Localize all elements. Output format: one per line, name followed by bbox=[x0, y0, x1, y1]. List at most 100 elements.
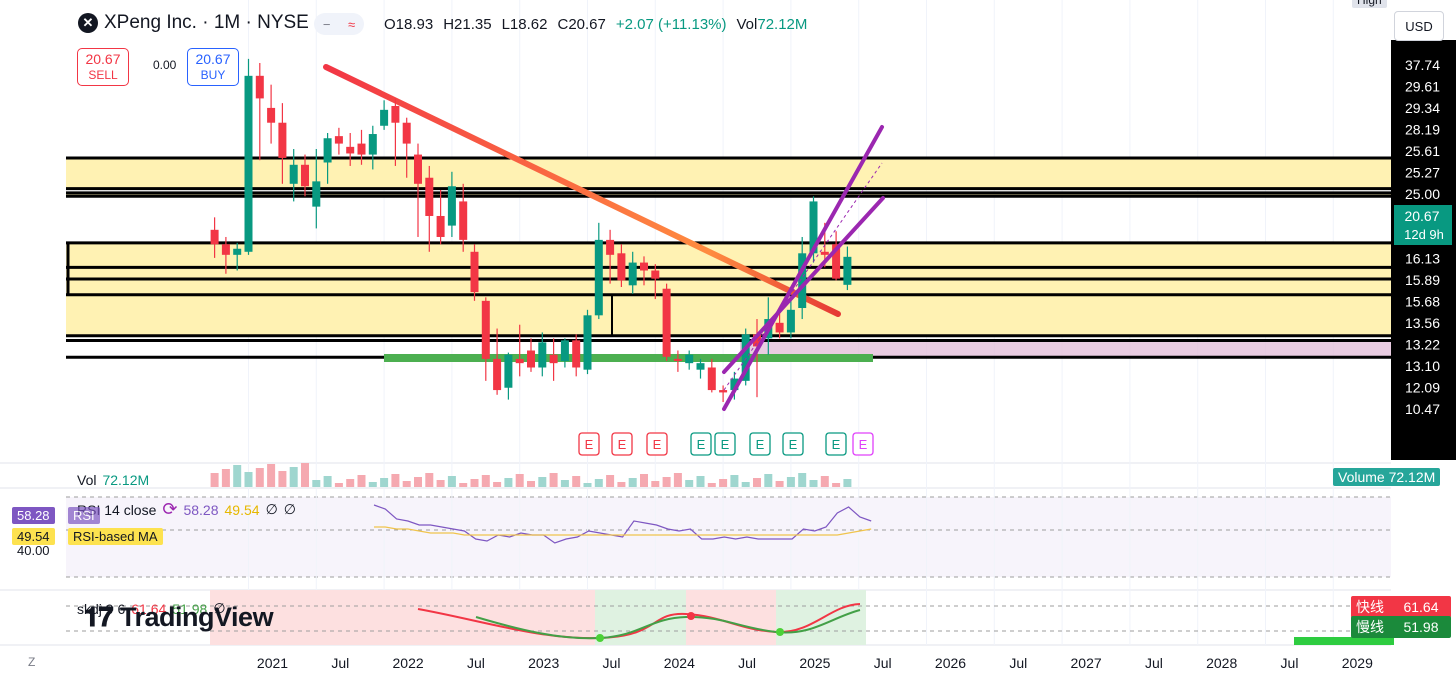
volume-bar bbox=[527, 481, 535, 487]
sell-label: SELL bbox=[88, 68, 118, 82]
volume-bar bbox=[651, 481, 660, 487]
candle-body bbox=[538, 342, 547, 368]
volume-axis-label: Volume bbox=[1338, 469, 1385, 485]
rsi-tag: RSI bbox=[68, 507, 100, 524]
candle-body bbox=[470, 251, 479, 293]
volume-bar bbox=[278, 471, 287, 487]
volume-axis-badge: Volume 72.12M bbox=[1333, 468, 1441, 486]
price-axis-label: 13.22 bbox=[1405, 337, 1440, 353]
volume-bar bbox=[719, 479, 728, 487]
candle-body bbox=[560, 340, 569, 362]
rsi-legend[interactable]: RSI 14 close ⟳ 58.28 49.54 ∅ ∅ bbox=[77, 499, 296, 520]
candle-body bbox=[267, 107, 276, 123]
volume-bar bbox=[673, 473, 682, 487]
price-axis-label: 10.47 bbox=[1405, 401, 1440, 417]
symbol-header[interactable]: ✕ XPeng Inc. · 1M · NYSE bbox=[78, 12, 309, 34]
refresh-icon[interactable]: ⟳ bbox=[162, 499, 178, 519]
volume-bar bbox=[470, 479, 479, 487]
kdj-slow-badge: 慢线 51.98 bbox=[1351, 616, 1451, 638]
indicator-toggle-pill[interactable]: − ≈ bbox=[314, 13, 364, 35]
kdj-legend[interactable]: skdj 9 6 61.64 51.98 ∅ bbox=[77, 600, 226, 617]
vol-legend: Vol72.12M bbox=[737, 16, 808, 33]
rsi-ma-axis-badge: 49.54 bbox=[12, 528, 55, 545]
volume-bar bbox=[267, 464, 276, 487]
rsi-ma-line bbox=[374, 526, 872, 536]
earnings-marker bbox=[825, 432, 847, 456]
volume-bar bbox=[289, 467, 298, 487]
pink-zone bbox=[740, 340, 1391, 358]
change-value: +2.07 (+11.13%) bbox=[615, 16, 727, 33]
earnings-marker-label: E bbox=[653, 437, 662, 452]
candle-body bbox=[312, 181, 321, 207]
volume-axis-value: 72.12M bbox=[1388, 469, 1436, 485]
price-axis-label: 15.68 bbox=[1405, 294, 1440, 310]
candle-body bbox=[719, 390, 728, 393]
earnings-marker bbox=[714, 432, 736, 456]
time-axis-label: 2023 bbox=[528, 655, 559, 671]
candle-body bbox=[549, 354, 558, 364]
volume-bar bbox=[368, 482, 377, 487]
support-resistance-zone bbox=[66, 192, 1391, 197]
candle-body bbox=[459, 201, 468, 240]
candle-body bbox=[515, 358, 524, 364]
timezone-button[interactable]: Z bbox=[28, 655, 36, 669]
volume-bar bbox=[583, 483, 592, 487]
earnings-marker bbox=[749, 432, 771, 456]
candle-body bbox=[391, 105, 400, 123]
volume-bar bbox=[832, 483, 841, 487]
earnings-marker-label: E bbox=[789, 437, 798, 452]
volume-bar bbox=[357, 475, 366, 487]
kdj-slow-line bbox=[475, 609, 861, 640]
kdj-slow-value: 51.98 bbox=[172, 600, 208, 617]
volume-bar bbox=[210, 473, 219, 487]
volume-bar bbox=[640, 474, 648, 487]
channel-mid-line bbox=[723, 162, 883, 391]
rsi-axis-value: 58.28 bbox=[17, 508, 50, 523]
sell-button[interactable]: 20.67 SELL bbox=[77, 48, 129, 86]
time-axis-label: Jul bbox=[874, 655, 892, 671]
rsi-axis-badge: 58.28 bbox=[12, 507, 55, 524]
volume-bar bbox=[820, 476, 829, 487]
candle-body bbox=[527, 350, 535, 368]
currency-dropdown[interactable]: USD bbox=[1394, 11, 1444, 41]
candle-body bbox=[334, 136, 343, 144]
volume-bar bbox=[617, 482, 626, 487]
volume-label: Vol bbox=[77, 472, 97, 488]
candle-body bbox=[481, 300, 490, 359]
candle-body bbox=[414, 154, 422, 184]
rsi-ma-value: 49.54 bbox=[224, 501, 260, 518]
buy-button[interactable]: 20.67 BUY bbox=[187, 48, 239, 86]
vol-label: Vol bbox=[736, 16, 758, 33]
candle-body bbox=[289, 164, 298, 184]
volume-bar bbox=[753, 478, 761, 487]
volume-bar bbox=[425, 473, 434, 487]
volume-bar bbox=[798, 473, 807, 487]
time-axis-label: Jul bbox=[738, 655, 756, 671]
volume-bar bbox=[741, 482, 750, 487]
rsi-value: 58.28 bbox=[183, 501, 219, 518]
price-axis-label: 15.89 bbox=[1405, 272, 1440, 288]
candle-body bbox=[696, 363, 705, 370]
time-axis-label: Jul bbox=[467, 655, 485, 671]
candle-body bbox=[820, 251, 829, 255]
candle-body bbox=[323, 138, 332, 163]
candle-body bbox=[447, 186, 456, 226]
candle-body bbox=[357, 143, 366, 155]
volume-bar bbox=[707, 483, 716, 487]
kdj-slow-badge-value: 51.98 bbox=[1403, 619, 1439, 635]
last-price-label: 20.67 bbox=[1404, 208, 1439, 224]
volume-bar bbox=[244, 472, 253, 487]
volume-bar bbox=[447, 476, 456, 487]
candle-body bbox=[436, 215, 445, 237]
rsi-extra-2: ∅ bbox=[283, 501, 296, 517]
time-axis-label: Jul bbox=[1009, 655, 1027, 671]
spread-value: 0.00 bbox=[153, 58, 177, 72]
minus-icon: − bbox=[322, 16, 331, 32]
candle-body bbox=[233, 248, 242, 255]
price-axis-label: 12.09 bbox=[1405, 380, 1440, 396]
price-axis-label: 25.61 bbox=[1405, 143, 1440, 159]
support-resistance-zone bbox=[66, 158, 1391, 189]
support-resistance-zone bbox=[66, 278, 1391, 295]
countdown-label: 12d 9h bbox=[1404, 227, 1444, 242]
